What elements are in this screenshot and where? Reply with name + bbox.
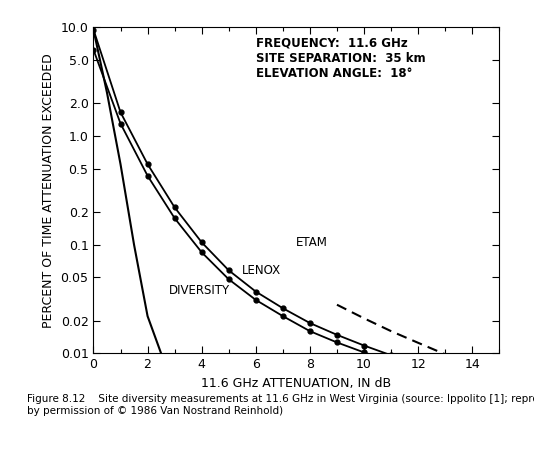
Y-axis label: PERCENT OF TIME ATTENUATION EXCEEDED: PERCENT OF TIME ATTENUATION EXCEEDED: [42, 53, 55, 328]
X-axis label: 11.6 GHz ATTENUATION, IN dB: 11.6 GHz ATTENUATION, IN dB: [201, 377, 391, 390]
Text: LENOX: LENOX: [242, 264, 281, 277]
Text: FREQUENCY:  11.6 GHz
SITE SEPARATION:  35 km
ELEVATION ANGLE:  18°: FREQUENCY: 11.6 GHz SITE SEPARATION: 35 …: [256, 37, 426, 80]
Text: ETAM: ETAM: [296, 236, 328, 249]
Text: Figure 8.12    Site diversity measurements at 11.6 GHz in West Virginia (source:: Figure 8.12 Site diversity measurements …: [27, 394, 534, 416]
Text: DIVERSITY: DIVERSITY: [169, 284, 230, 297]
